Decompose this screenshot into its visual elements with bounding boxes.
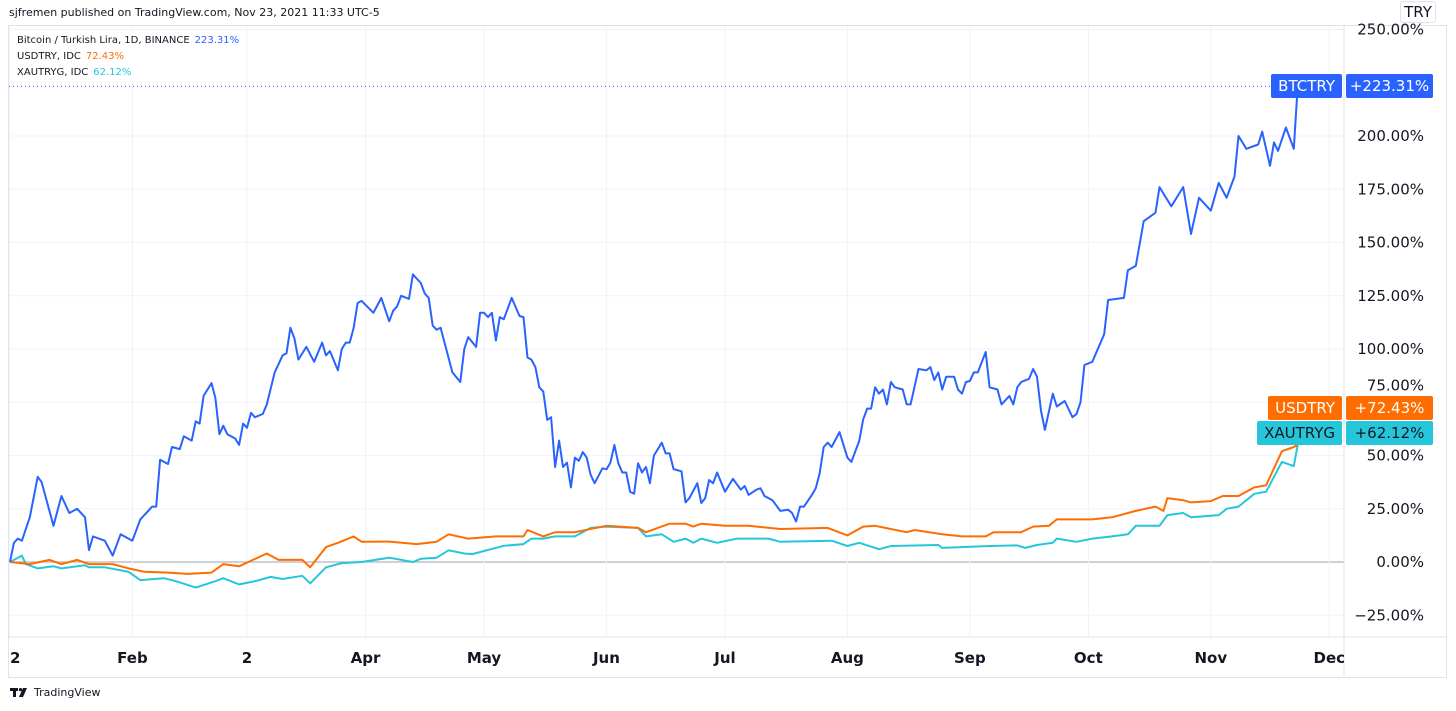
- tradingview-brand: TradingView: [34, 686, 101, 699]
- x-tick-label: Jul: [713, 649, 735, 667]
- symbol-tag-xautryg: XAUTRYG: [1257, 420, 1342, 445]
- legend: Bitcoin / Turkish Lira, 1D, BINANCE 223.3…: [17, 33, 240, 81]
- x-tick-label: Feb: [117, 649, 148, 667]
- y-tick-label: 25.00%: [1367, 500, 1424, 518]
- series-line-usdtry[interactable]: [9, 444, 1299, 575]
- legend-series-name: Bitcoin / Turkish Lira, 1D, BINANCE: [17, 35, 190, 46]
- y-tick-label: −25.00%: [1354, 606, 1424, 624]
- symbol-tag-btctry: BTCTRY: [1271, 74, 1342, 99]
- x-tick-label: Sep: [954, 649, 986, 667]
- value-tag-btctry: +223.31%: [1346, 74, 1433, 99]
- x-tick-label: Oct: [1074, 649, 1103, 667]
- y-tick-label: 50.00%: [1367, 447, 1424, 465]
- symbol-tag-usdtry: USDTRY: [1268, 395, 1342, 420]
- x-tick-label: Jun: [592, 649, 620, 667]
- y-tick-label: 250.00%: [1357, 21, 1424, 39]
- legend-item-xautryg[interactable]: XAUTRYG, IDC 62.12%: [17, 65, 239, 81]
- x-tick-label: Apr: [351, 649, 381, 667]
- y-tick-label: 150.00%: [1357, 234, 1424, 252]
- x-tick-label: May: [467, 649, 502, 667]
- legend-series-value: 72.43%: [85, 51, 125, 62]
- tradingview-logo-icon: [10, 688, 27, 697]
- legend-series-name: USDTRY, IDC: [17, 51, 81, 62]
- x-tick-label: Aug: [831, 649, 864, 667]
- x-tick-label: 2: [242, 649, 252, 667]
- currency-button[interactable]: TRY: [1400, 1, 1436, 23]
- value-tag-usdtry: +72.43%: [1346, 395, 1433, 420]
- y-axis-price-scale[interactable]: 250.00% 200.00% 175.00% 150.00% 125.00% 100.0…: [1354, 21, 1424, 625]
- grid: [9, 26, 1344, 637]
- y-tick-label: 125.00%: [1357, 287, 1424, 305]
- tradingview-footer[interactable]: TradingView: [10, 686, 100, 699]
- legend-series-value: 62.12%: [93, 67, 132, 78]
- legend-item-btctry[interactable]: Bitcoin / Turkish Lira, 1D, BINANCE 223.3…: [17, 33, 239, 49]
- value-tag-xautryg: +62.12%: [1346, 420, 1433, 445]
- publish-info: sjfremen published on TradingView.com, N…: [9, 6, 380, 19]
- axes: [8, 25, 1447, 678]
- y-tick-label: 75.00%: [1367, 377, 1424, 395]
- x-tick-label: Dec: [1314, 649, 1346, 667]
- legend-series-value: 223.31%: [194, 35, 240, 46]
- x-tick-label: Nov: [1194, 649, 1227, 667]
- legend-item-usdtry[interactable]: USDTRY, IDC 72.43%: [17, 49, 239, 65]
- y-tick-label: 175.00%: [1357, 180, 1424, 198]
- series-line-xautryg[interactable]: [9, 444, 1299, 589]
- x-axis-time-scale[interactable]: 2 Feb 2 Apr May Jun Jul Aug Sep Oct Nov Dec: [10, 649, 1345, 667]
- y-tick-label: 200.00%: [1357, 127, 1424, 145]
- chart-frame: [8, 25, 1447, 678]
- y-tick-label: 100.00%: [1357, 340, 1424, 358]
- series-line-btctry[interactable]: [9, 86, 1299, 563]
- x-tick-label: 2: [10, 649, 20, 667]
- y-tick-label: 0.00%: [1376, 553, 1424, 571]
- series-lines: [9, 85, 1344, 589]
- legend-series-name: XAUTRYG, IDC: [17, 67, 89, 78]
